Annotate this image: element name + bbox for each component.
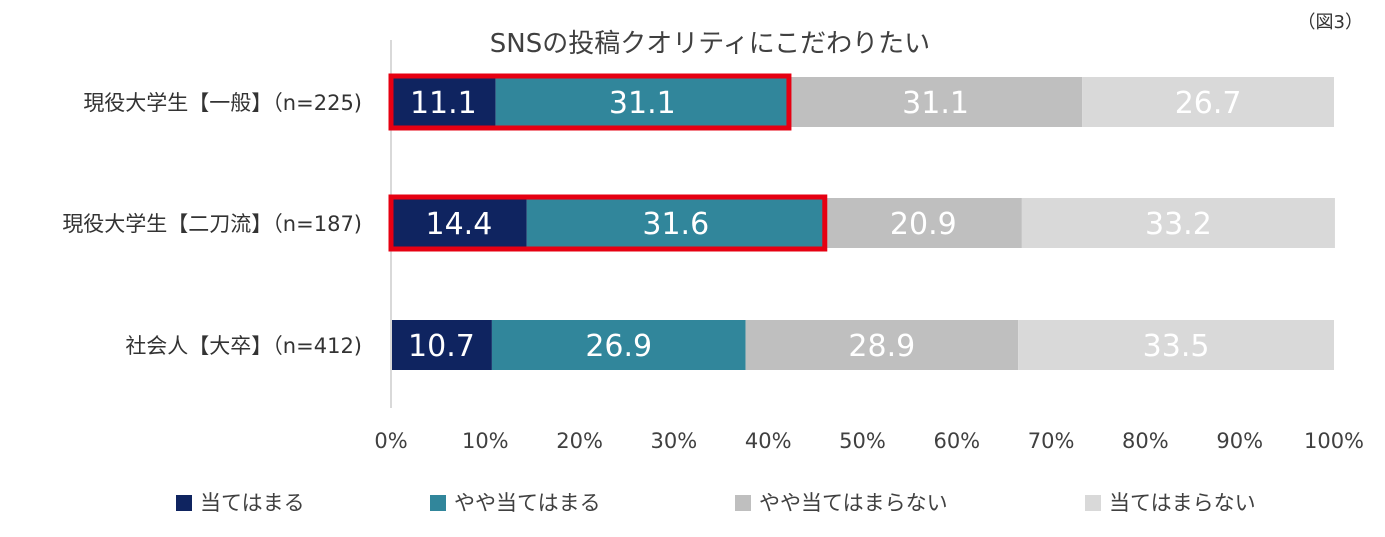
- x-tick-label: 20%: [556, 429, 603, 453]
- bar-segment: [391, 320, 492, 370]
- bar-segment: [526, 198, 825, 248]
- x-tick-label: 90%: [1216, 429, 1263, 453]
- data-label: 26.9: [585, 329, 652, 364]
- x-tick-label: 0%: [374, 429, 407, 453]
- bar-segment: [1018, 320, 1334, 370]
- legend-label: やや当てはまらない: [759, 491, 948, 515]
- data-label: 11.1: [410, 86, 477, 121]
- bar-segment: [1021, 198, 1335, 248]
- data-label: 31.6: [642, 207, 709, 242]
- data-label: 10.7: [408, 329, 475, 364]
- bar-segment: [788, 77, 1083, 127]
- bar-segment: [391, 77, 496, 127]
- x-tick-label: 40%: [745, 429, 792, 453]
- data-label: 33.5: [1143, 329, 1210, 364]
- data-label: 14.4: [425, 207, 492, 242]
- data-label: 31.1: [902, 86, 969, 121]
- bar-segment: [495, 77, 789, 127]
- bar-segment: [745, 320, 1019, 370]
- x-tick-label: 30%: [651, 429, 698, 453]
- x-tick-label: 10%: [462, 429, 509, 453]
- bar-segment: [1082, 77, 1334, 127]
- data-label: 20.9: [890, 207, 957, 242]
- legend-swatch: [735, 495, 751, 511]
- legend-swatch: [176, 495, 192, 511]
- x-tick-label: 80%: [1122, 429, 1169, 453]
- category-label: 社会人【大卒】（n=412): [125, 334, 362, 358]
- bar-segment: [491, 320, 746, 370]
- legend-swatch: [1085, 495, 1101, 511]
- highlight-box: [388, 73, 792, 131]
- data-label: 33.2: [1145, 207, 1212, 242]
- data-label: 28.9: [848, 329, 915, 364]
- category-label: 現役大学生【二刀流】（n=187): [62, 212, 362, 236]
- legend-label: 当てはまる: [200, 491, 305, 515]
- legend-label: やや当てはまる: [454, 491, 601, 515]
- x-tick-label: 50%: [839, 429, 886, 453]
- data-label: 31.1: [609, 86, 676, 121]
- category-label: 現役大学生【一般】（n=225): [83, 91, 362, 115]
- x-tick-label: 70%: [1028, 429, 1075, 453]
- bar-segment: [824, 198, 1022, 248]
- data-label: 26.7: [1175, 86, 1242, 121]
- highlight-box: [388, 194, 828, 252]
- bar-segment: [391, 198, 527, 248]
- legend-swatch: [430, 495, 446, 511]
- figure-label: （図3）: [1297, 12, 1363, 33]
- chart-title: SNSの投稿クオリティにこだわりたい: [490, 29, 930, 59]
- x-tick-label: 100%: [1304, 429, 1364, 453]
- legend-label: 当てはまらない: [1109, 491, 1256, 515]
- x-tick-label: 60%: [933, 429, 980, 453]
